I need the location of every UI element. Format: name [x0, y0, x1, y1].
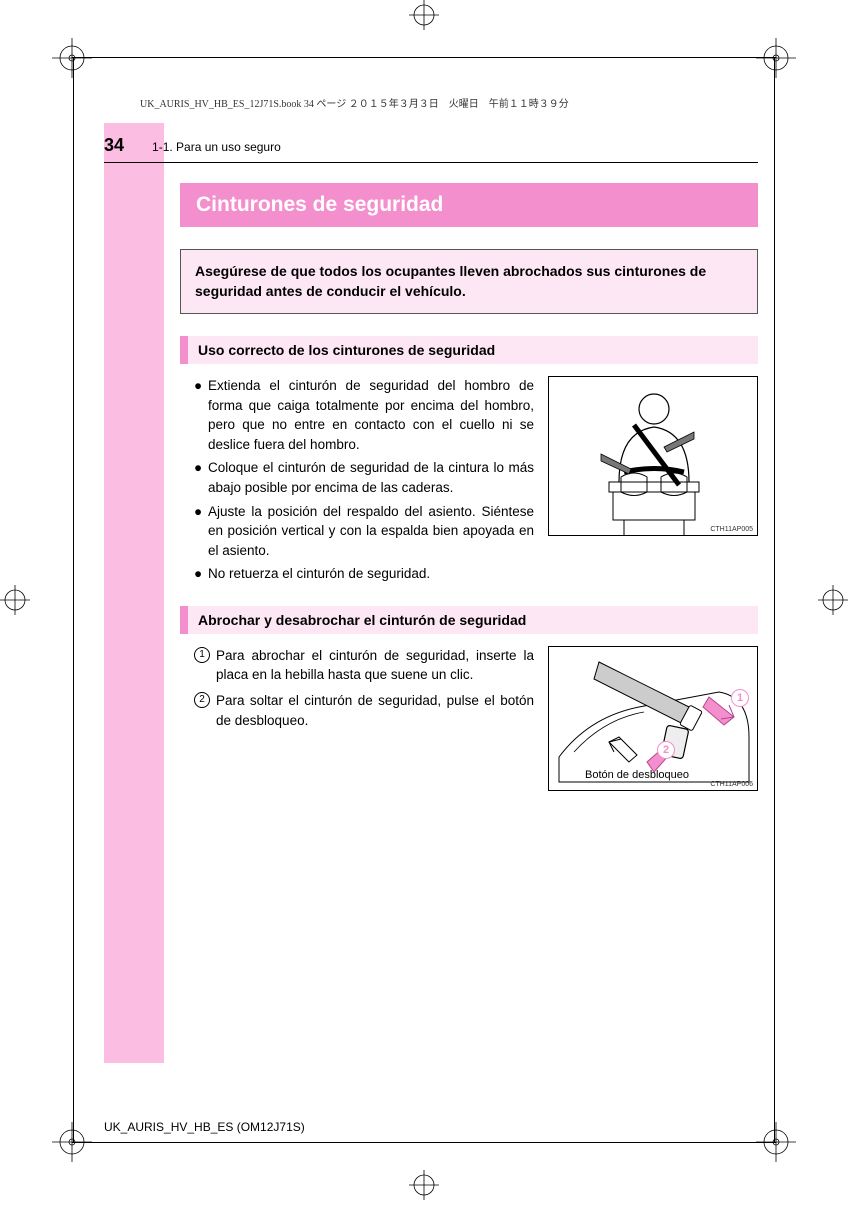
- crop-mark-tl: [52, 38, 92, 78]
- footer-code: UK_AURIS_HV_HB_ES (OM12J71S): [104, 1120, 305, 1134]
- bullet-text: Coloque el cinturón de seguridad de la c…: [208, 458, 534, 497]
- step-number-icon: 2: [194, 692, 210, 708]
- subheading-abrochar: Abrochar y desabrochar el cinturón de se…: [180, 606, 758, 634]
- figure-callout-1: 1: [731, 689, 749, 707]
- section2-text: 1 Para abrochar el cinturón de seguridad,…: [194, 646, 534, 791]
- step-number-icon: 1: [194, 647, 210, 663]
- bullet-icon: ●: [194, 458, 208, 497]
- edge-mark-right: [818, 585, 848, 615]
- figure-seatbelt-posture: CTH11AP005: [548, 376, 758, 536]
- bullet-icon: ●: [194, 502, 208, 561]
- figure-callout-2: 2: [657, 741, 675, 759]
- bullet-text: Ajuste la posición del respaldo del asie…: [208, 502, 534, 561]
- page-header: 34 1-1. Para un uso seguro: [104, 135, 758, 163]
- figure-label-desbloqueo: Botón de desbloqueo: [585, 769, 689, 781]
- page-title: Cinturones de seguridad: [180, 183, 758, 227]
- edge-mark-left: [0, 585, 30, 615]
- bullet-text: No retuerza el cinturón de seguridad.: [208, 564, 534, 584]
- intro-box: Asegúrese de que todos los ocupantes lle…: [180, 249, 758, 314]
- edge-mark-bottom: [409, 1170, 439, 1200]
- edge-mark-top: [409, 0, 439, 30]
- bullet-icon: ●: [194, 564, 208, 584]
- meta-topline: UK_AURIS_HV_HB_ES_12J71S.book 34 ページ ２０１…: [140, 95, 569, 110]
- figure-code: CTH11AP006: [710, 781, 753, 788]
- step-text: Para soltar el cinturón de seguridad, pu…: [216, 691, 534, 730]
- subheading-uso-correcto: Uso correcto de los cinturones de seguri…: [180, 336, 758, 364]
- frame-line: [73, 57, 74, 1143]
- section1-text: ●Extienda el cinturón de seguridad del h…: [194, 376, 534, 588]
- frame-line: [774, 57, 775, 1143]
- step-text: Para abrochar el cinturón de seguridad, …: [216, 646, 534, 685]
- bullet-icon: ●: [194, 376, 208, 454]
- section-label: 1-1. Para un uso seguro: [152, 140, 281, 154]
- bullet-text: Extienda el cinturón de seguridad del ho…: [208, 376, 534, 454]
- frame-line: [72, 1142, 776, 1143]
- frame-line: [72, 57, 776, 58]
- crop-mark-tr: [756, 38, 796, 78]
- page-number: 34: [104, 135, 124, 156]
- figure-code: CTH11AP005: [710, 526, 753, 533]
- figure-seatbelt-buckle: 1 2 Botón de desbloqueo CTH11AP006: [548, 646, 758, 791]
